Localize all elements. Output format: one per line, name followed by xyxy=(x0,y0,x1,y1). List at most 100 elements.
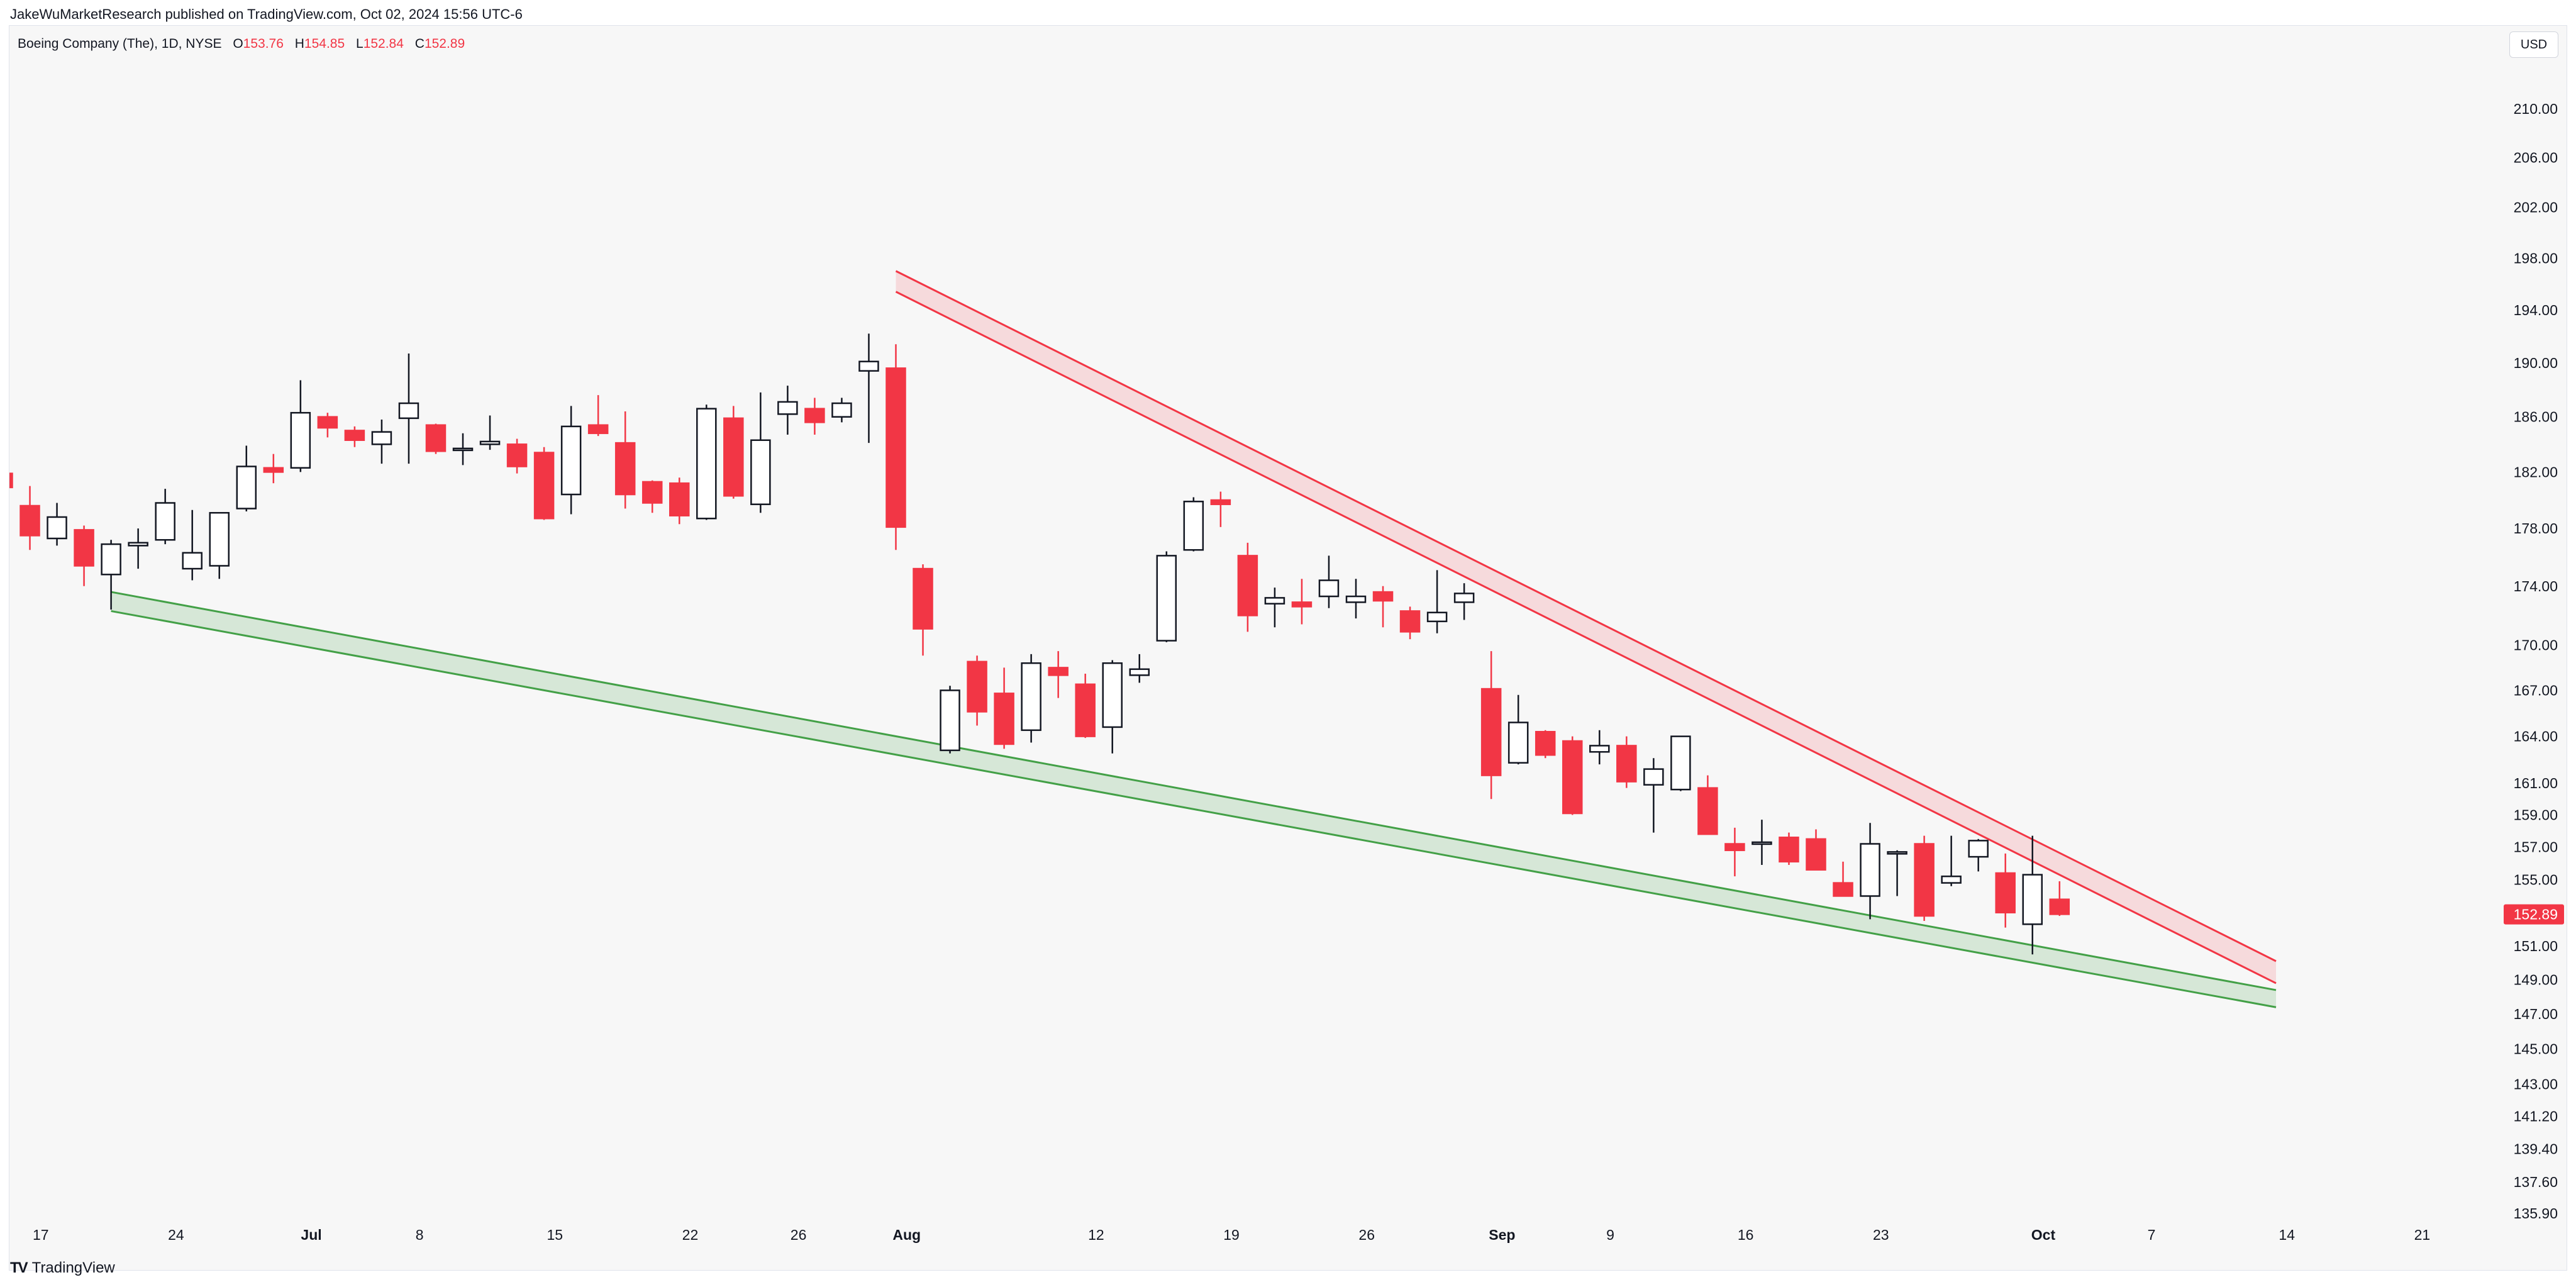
candle xyxy=(47,503,67,546)
channels-layer xyxy=(111,270,2277,1008)
price-tick-label: 155.00 xyxy=(2514,871,2558,888)
tradingview-logo-icon: TV xyxy=(10,1259,28,1276)
publisher-line: JakeWuMarketResearch published on Tradin… xyxy=(10,6,523,22)
candle-body xyxy=(1480,688,1502,776)
candle-body xyxy=(1183,500,1204,551)
candle-body xyxy=(804,408,825,423)
last-price-label: 152.89 xyxy=(2514,906,2558,923)
close-value: 152.89 xyxy=(424,36,465,51)
candle xyxy=(1643,758,1664,833)
candle-body xyxy=(101,543,121,576)
candles-layer xyxy=(9,333,2070,955)
date-tick-label: 26 xyxy=(1358,1227,1375,1243)
candle xyxy=(1887,850,1907,896)
candle xyxy=(913,564,933,656)
candle xyxy=(1697,775,1718,835)
candle xyxy=(1589,730,1610,765)
candle-body xyxy=(1129,668,1150,676)
candle-body xyxy=(425,424,447,452)
candlestick-chart[interactable]: 210.00 206.00 202.00 198.00 194.00 190.00 186.… xyxy=(9,26,2568,1271)
candle xyxy=(1968,838,1989,872)
candle xyxy=(1183,497,1204,552)
date-tick-label: 23 xyxy=(1873,1227,1889,1243)
candle xyxy=(1616,736,1637,788)
price-tick-label: 157.00 xyxy=(2514,839,2558,855)
candle xyxy=(1670,735,1691,791)
candle-body xyxy=(263,467,284,473)
candle xyxy=(886,344,906,550)
price-tick-label: 159.00 xyxy=(2514,807,2558,823)
candle xyxy=(317,413,338,438)
candle-body xyxy=(940,689,960,752)
price-axis: 210.00 206.00 202.00 198.00 194.00 190.00 186.… xyxy=(2504,101,2564,1222)
candle-body xyxy=(723,417,744,497)
candle xyxy=(1156,551,1177,642)
candle-body xyxy=(1860,843,1880,897)
low-label: L xyxy=(356,36,364,51)
price-tick-label: 145.00 xyxy=(2514,1040,2558,1057)
candle-body xyxy=(750,439,771,505)
candle xyxy=(1021,654,1041,743)
date-tick-label: 19 xyxy=(1223,1227,1240,1243)
candle xyxy=(1562,736,1583,815)
price-tick-label: 182.00 xyxy=(2514,464,2558,480)
currency-selector[interactable]: USD xyxy=(2509,31,2558,58)
candle xyxy=(723,406,744,499)
candle-body xyxy=(560,425,582,496)
candle xyxy=(1806,829,1826,871)
date-tick-label: 8 xyxy=(416,1227,424,1243)
candle xyxy=(398,354,419,464)
candle-body xyxy=(1670,735,1691,791)
candle-body xyxy=(1102,662,1123,728)
chart-frame[interactable]: 210.00 206.00 202.00 198.00 194.00 190.00 186.… xyxy=(9,25,2567,1271)
candle-body xyxy=(19,504,40,537)
candle xyxy=(1453,583,1475,620)
candle-body xyxy=(1887,851,1907,855)
tradingview-brand[interactable]: TV TradingView xyxy=(10,1259,115,1277)
date-tick-label: 12 xyxy=(1088,1227,1104,1243)
candle-body xyxy=(128,542,148,547)
candle-body xyxy=(2022,874,2043,925)
candle xyxy=(1291,579,1313,625)
time-axis: 17 24 Jul 8 15 22 26 Aug 12 19 26 Sep 9 16 23 Oct 7 14 21 xyxy=(33,1227,2430,1243)
candle xyxy=(533,447,555,520)
channel-fill-upper xyxy=(896,270,2277,984)
candle xyxy=(1860,823,1880,920)
candle xyxy=(101,540,121,610)
candle xyxy=(1210,491,1231,527)
candle xyxy=(2022,835,2043,955)
date-tick-label: 26 xyxy=(791,1227,807,1243)
price-tick-label: 147.00 xyxy=(2514,1006,2558,1022)
candle-body xyxy=(209,511,230,567)
symbol-title: Boeing Company (The), 1D, NYSE xyxy=(18,36,222,51)
candle-body xyxy=(1941,875,1962,884)
price-tick-label: 186.00 xyxy=(2514,409,2558,425)
candle-body xyxy=(1075,683,1096,737)
candle-body xyxy=(1318,579,1340,598)
candle-body xyxy=(344,430,365,441)
candle-body xyxy=(614,442,636,496)
candle-body xyxy=(1995,872,2016,914)
candle xyxy=(1914,835,1935,921)
price-tick-label: 143.00 xyxy=(2514,1076,2558,1093)
candle xyxy=(1129,654,1150,683)
date-tick-label: 21 xyxy=(2414,1227,2431,1243)
candle-body xyxy=(1562,740,1583,815)
candle xyxy=(940,686,960,754)
date-tick-label: 17 xyxy=(33,1227,49,1243)
candle-body xyxy=(913,567,933,630)
candle xyxy=(1752,820,1772,866)
candle-body xyxy=(1914,843,1935,917)
price-tick-label: 141.20 xyxy=(2514,1108,2558,1125)
candle xyxy=(1724,827,1745,877)
candle-body xyxy=(1345,595,1367,603)
candle xyxy=(1480,651,1502,800)
symbol-legend: Boeing Company (The), 1D, NYSE O153.76 H… xyxy=(18,36,465,52)
candle xyxy=(967,655,987,726)
candle-body xyxy=(1426,611,1448,623)
candle-body xyxy=(47,516,67,540)
candle-body xyxy=(506,443,528,467)
price-tick-label: 139.40 xyxy=(2514,1140,2558,1157)
candle-body xyxy=(1643,768,1664,786)
candle xyxy=(1995,853,2016,928)
